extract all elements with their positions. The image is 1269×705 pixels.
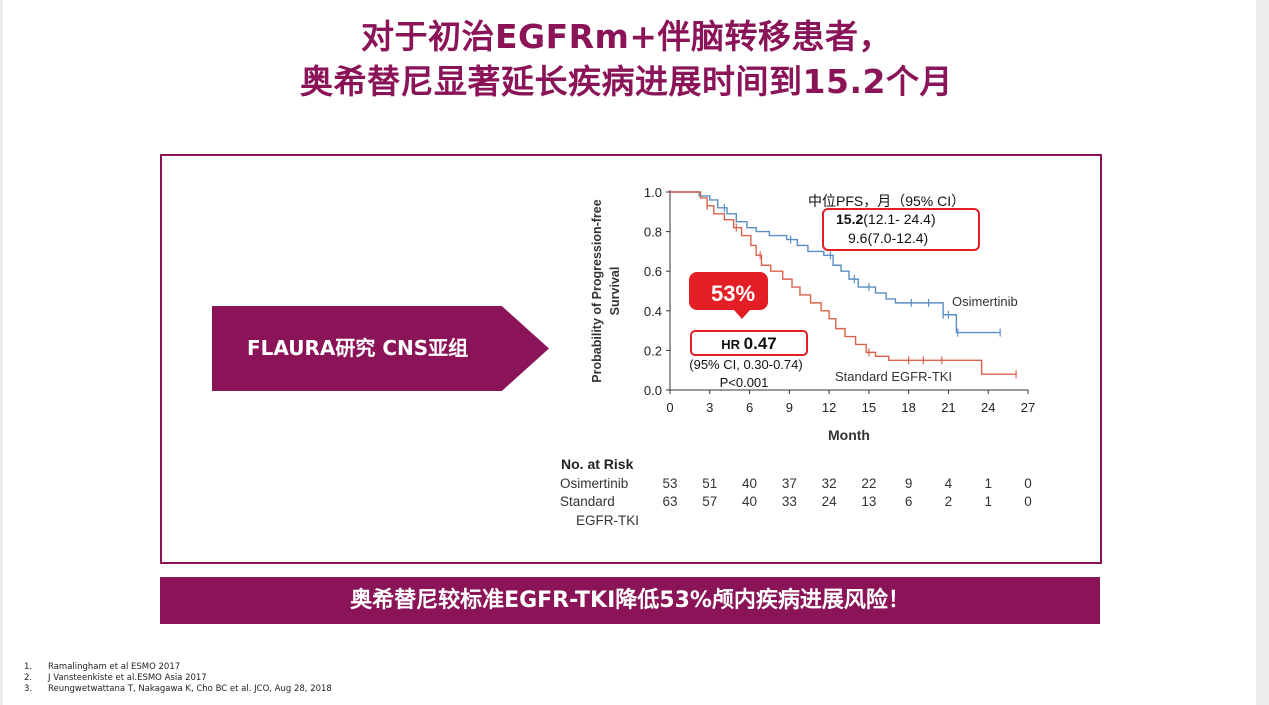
at-risk-value: 9 xyxy=(905,476,913,491)
at-risk-value: 6 xyxy=(905,494,913,509)
slide-title-line-2: 奥希替尼显著延长疾病进展时间到15.2个月 xyxy=(300,62,953,101)
x-tick-label: 12 xyxy=(822,400,836,415)
reference-text: Reungwetwattana T, Nakagawa K, Cho BC et… xyxy=(48,684,332,694)
hazard-ratio-label: HR xyxy=(721,337,743,352)
at-risk-row-label: Osimertinib xyxy=(560,476,628,491)
median-pfs-osimertinib-value: 15.2 xyxy=(836,211,863,227)
x-tick-label: 15 xyxy=(862,400,876,415)
reference-item: 3. Reungwetwattana T, Nakagawa K, Cho BC … xyxy=(24,684,332,695)
reference-item: 2. J Vansteenkiste et al.ESMO Asia 2017 xyxy=(24,673,332,684)
at-risk-row-label: EGFR-TKI xyxy=(576,513,639,528)
series-line-standard-egfr-tki xyxy=(670,191,1017,375)
at-risk-title: No. at Risk xyxy=(561,456,634,472)
hazard-ratio-value: 0.47 xyxy=(744,334,777,353)
left-edge xyxy=(0,0,3,705)
at-risk-value: 33 xyxy=(782,494,797,509)
at-risk-value: 4 xyxy=(945,476,953,491)
x-tick-label: 6 xyxy=(746,400,753,415)
at-risk-value: 53 xyxy=(662,476,677,491)
chart-curves xyxy=(670,191,1017,379)
y-axis-label: Probability of Progression-free xyxy=(590,199,604,382)
hazard-ratio-box xyxy=(690,330,808,356)
y-tick-label: 0.2 xyxy=(644,343,662,358)
chart-boxes: 中位PFS，月（95% CI） 15.2(12.1- 24.4) 9.6(7.0-1… xyxy=(689,193,980,390)
y-tick-label: 0.0 xyxy=(644,383,662,398)
hazard-ratio-text: HR 0.47 xyxy=(721,334,776,353)
at-risk-value: 1 xyxy=(984,494,992,509)
chart-labels: Month Probability of Progression-free Surv… xyxy=(590,199,1018,443)
reference-text: Ramalingham et al ESMO 2017 xyxy=(48,662,181,672)
reduction-callout-text: 53% xyxy=(711,281,755,306)
y-tick-label: 0.4 xyxy=(644,304,662,319)
conclusion-banner: 奥希替尼较标准EGFR-TKI降低53%颅内疾病进展风险！ xyxy=(160,577,1100,624)
at-risk-value: 0 xyxy=(1024,476,1032,491)
at-risk-value: 24 xyxy=(822,494,838,509)
references: 1. Ramalingham et al ESMO 2017 2. J Vanste… xyxy=(24,662,332,695)
at-risk-value: 40 xyxy=(742,476,757,491)
reduction-callout xyxy=(689,272,768,319)
at-risk-value: 63 xyxy=(662,494,677,509)
y-tick-label: 0.8 xyxy=(644,225,662,240)
reference-number: 3. xyxy=(24,684,33,694)
right-edge xyxy=(1256,0,1269,705)
x-tick-label: 9 xyxy=(786,400,793,415)
median-pfs-osimertinib: 15.2(12.1- 24.4) xyxy=(836,211,936,227)
at-risk-row-label: Standard xyxy=(560,494,615,509)
at-risk-value: 51 xyxy=(702,476,717,491)
study-panel xyxy=(160,154,1102,564)
series-label-osimertinib: Osimertinib xyxy=(952,294,1018,309)
x-tick-label: 27 xyxy=(1021,400,1035,415)
at-risk-value: 57 xyxy=(702,494,717,509)
at-risk-table: No. at Risk Osimertinib 53 51 40 37 32 22 9 4 1 0 St… xyxy=(560,456,1032,528)
median-pfs-standard: 9.6(7.0-12.4) xyxy=(848,230,928,246)
p-value: P<0.001 xyxy=(720,375,769,390)
x-tick-label: 18 xyxy=(901,400,915,415)
x-tick-label: 24 xyxy=(981,400,995,415)
chart-axes: 0.0 0.2 0.4 0.6 0.8 1.0 0 3 6 9 12 15 18 21 24 27 xyxy=(644,185,1035,415)
at-risk-value: 22 xyxy=(861,476,876,491)
at-risk-value: 32 xyxy=(822,476,837,491)
reference-text: J Vansteenkiste et al.ESMO Asia 2017 xyxy=(48,673,207,683)
y-tick-label: 0.6 xyxy=(644,264,662,279)
median-pfs-osimertinib-ci: (12.1- 24.4) xyxy=(863,211,935,227)
reference-number: 2. xyxy=(24,673,33,683)
x-tick-label: 21 xyxy=(941,400,955,415)
series-label-standard: Standard EGFR-TKI xyxy=(835,369,952,384)
hazard-ratio-ci: (95% CI, 0.30-0.74) xyxy=(689,357,802,372)
at-risk-value: 37 xyxy=(782,476,797,491)
at-risk-value: 13 xyxy=(861,494,876,509)
study-arrow-label: FLAURA研究 CNS亚组 xyxy=(212,306,549,391)
at-risk-value: 1 xyxy=(984,476,992,491)
reference-item: 1. Ramalingham et al ESMO 2017 xyxy=(24,662,332,673)
series-line-osimertinib xyxy=(670,191,1001,334)
at-risk-value: 40 xyxy=(742,494,757,509)
x-tick-label: 3 xyxy=(706,400,713,415)
median-pfs-header: 中位PFS，月（95% CI） xyxy=(808,193,965,209)
median-pfs-box xyxy=(822,208,980,251)
x-tick-label: 0 xyxy=(666,400,673,415)
y-axis-label-cont: Survival xyxy=(608,267,622,316)
x-axis-label: Month xyxy=(828,427,870,443)
y-tick-label: 1.0 xyxy=(644,185,662,200)
at-risk-value: 2 xyxy=(945,494,953,509)
reference-number: 1. xyxy=(24,662,33,672)
at-risk-value: 0 xyxy=(1024,494,1032,509)
slide-title-line-1: 对于初治EGFRm+伴脑转移患者， xyxy=(360,17,893,56)
